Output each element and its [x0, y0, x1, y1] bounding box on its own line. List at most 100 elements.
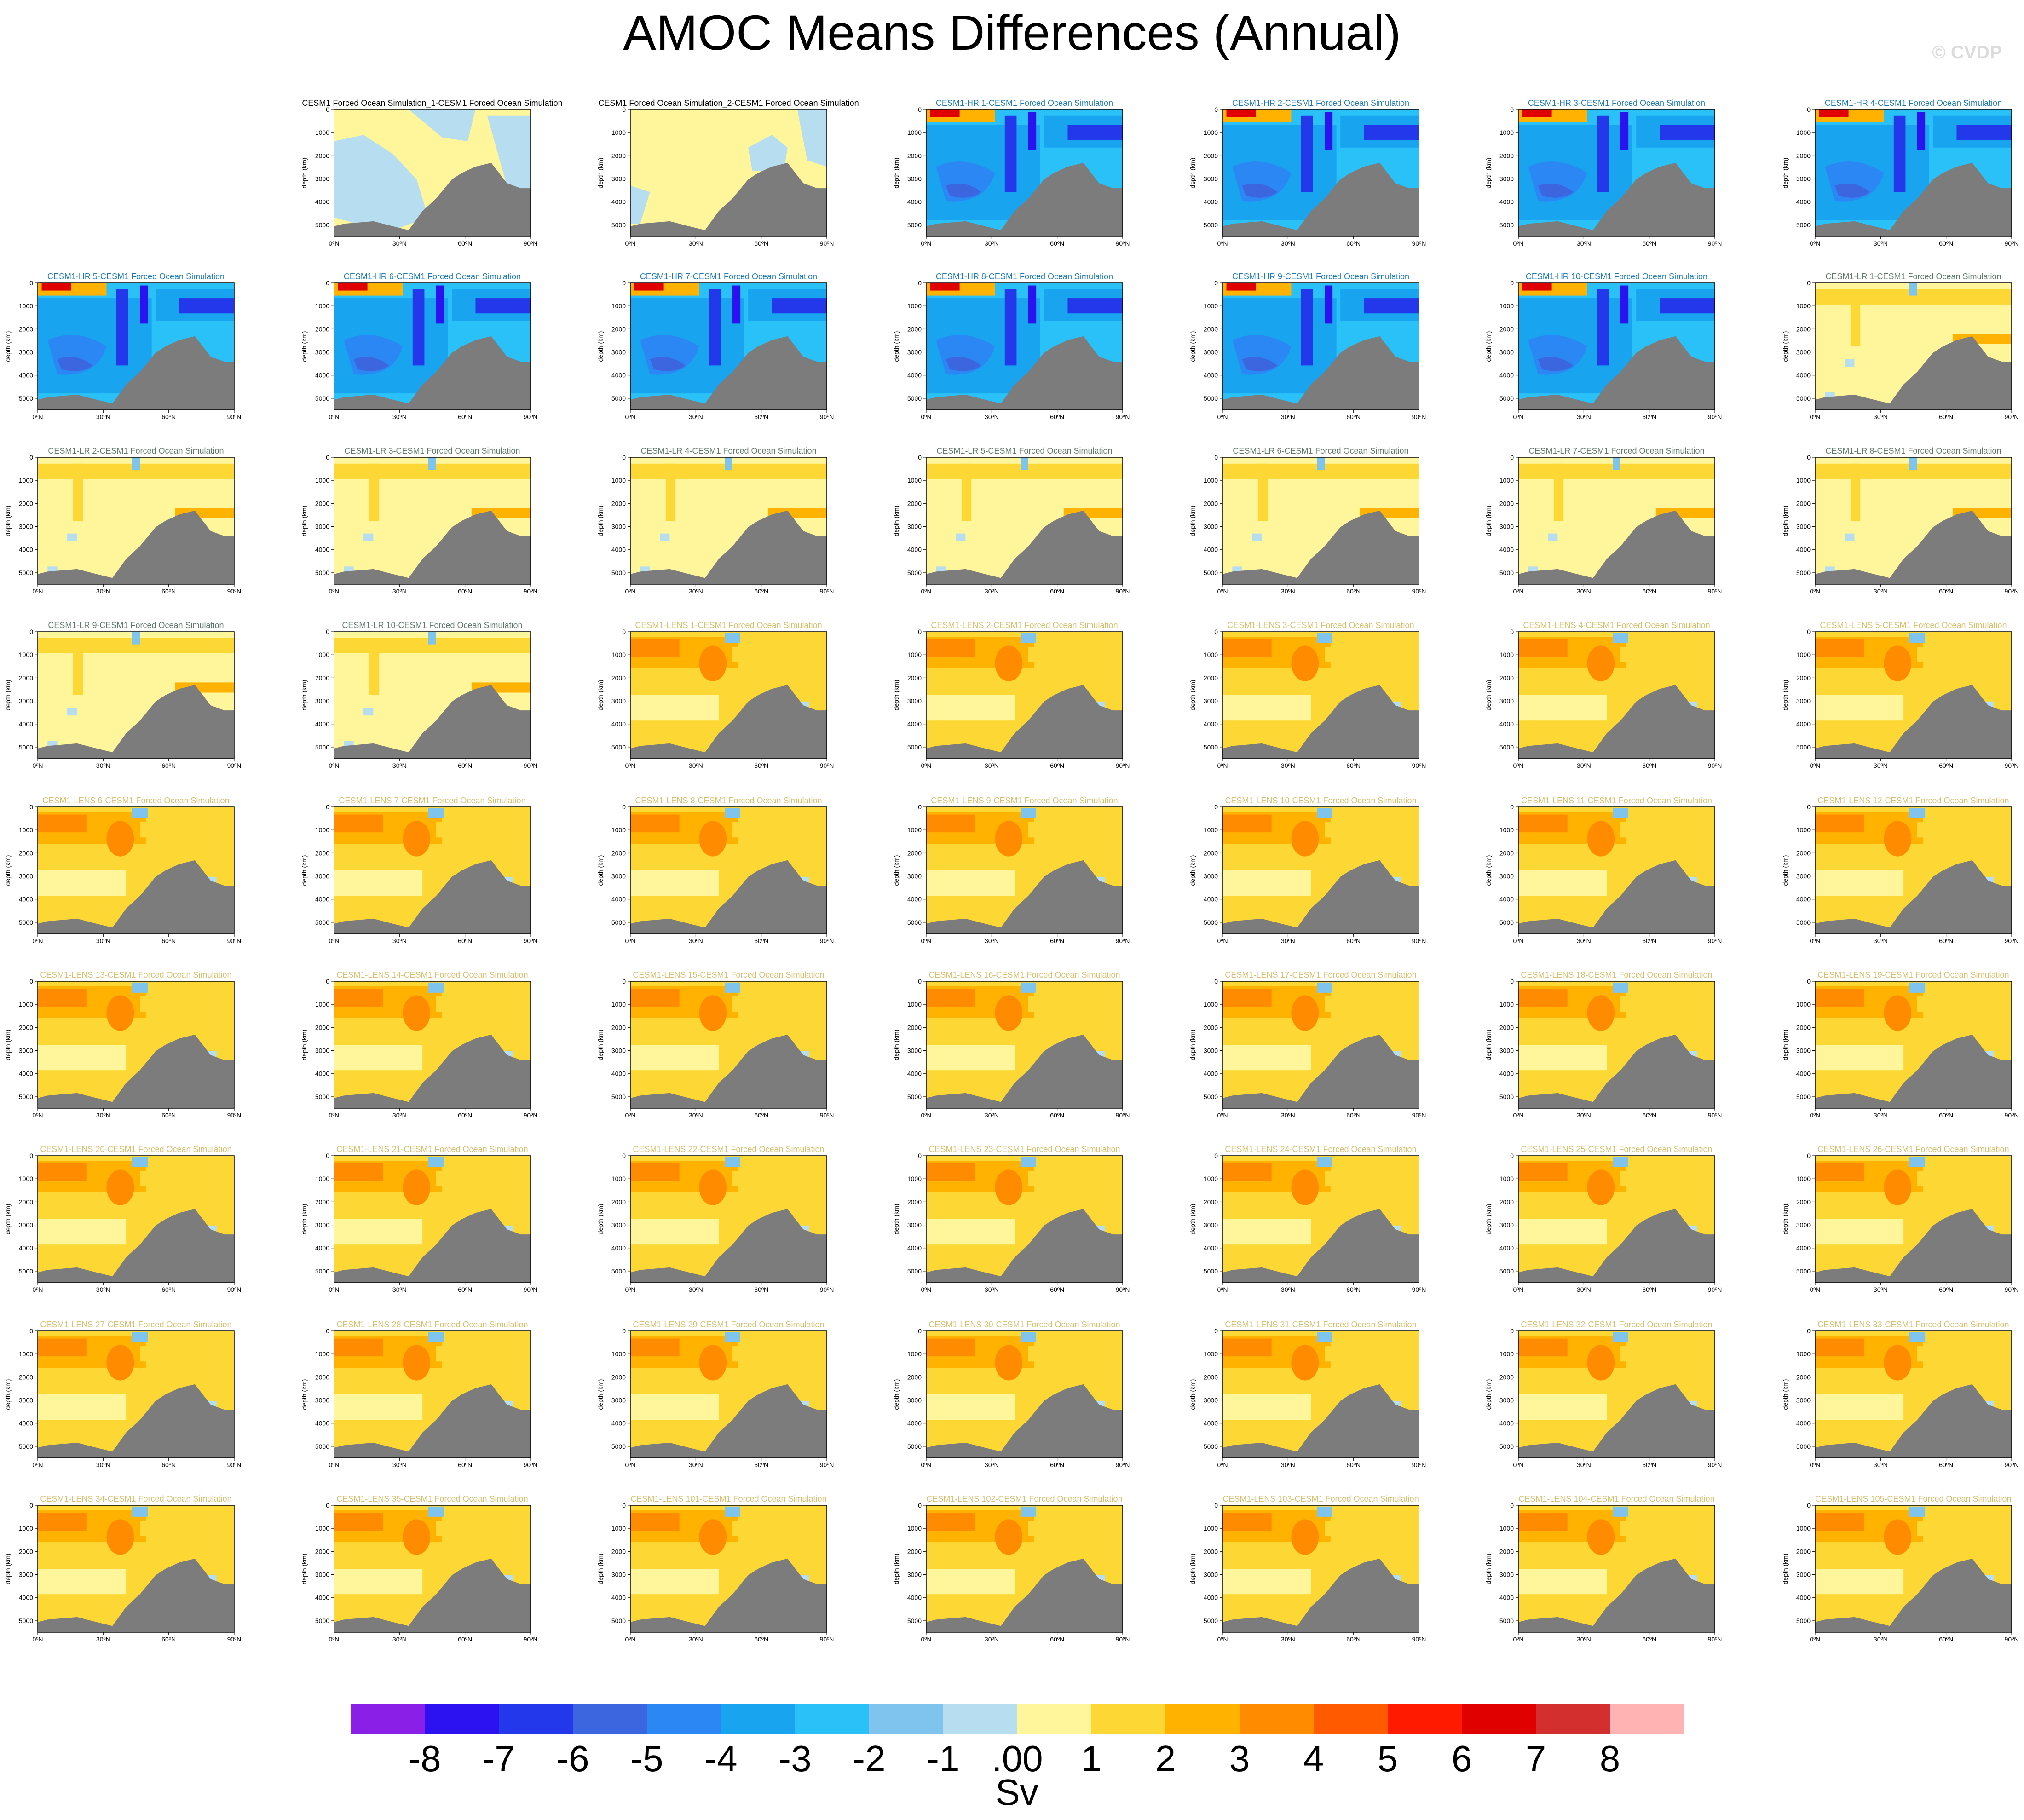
bathymetry	[1815, 1384, 2012, 1458]
bathymetry	[1518, 1384, 1715, 1458]
x-tick-label: 60ºN	[1050, 1636, 1064, 1643]
y-axis-label: depth (km)	[1782, 1030, 1789, 1060]
y-tick-label: 3000	[611, 873, 626, 880]
y-tick-label: 0	[1510, 978, 1514, 985]
y-tick-label: 3000	[1499, 175, 1514, 183]
plot-frame	[1518, 109, 1715, 237]
negative-spot	[1020, 633, 1037, 643]
y-tick-label: 3000	[1499, 523, 1514, 530]
panel-title: CESM1-HR 7-CESM1 Forced Ocean Simulation	[640, 272, 817, 281]
y-tick-label: 1000	[19, 1001, 33, 1008]
positive-core	[403, 1169, 431, 1205]
positive-core	[995, 1345, 1023, 1381]
negative-band	[1660, 298, 1715, 314]
bathymetry	[1222, 510, 1419, 584]
y-tick-label: 5000	[1204, 569, 1218, 576]
y-tick-label: 2000	[1499, 1024, 1514, 1031]
bathymetry	[1222, 1384, 1419, 1458]
y-tick-label: 2000	[315, 152, 329, 159]
y-tick-label: 5000	[1499, 1093, 1514, 1100]
y-tick-label: 4000	[907, 896, 922, 903]
x-tick-label: 30ºN	[689, 937, 703, 945]
plot-frame	[926, 631, 1123, 759]
y-tick-label: 2000	[1204, 1198, 1218, 1205]
positive-band	[1028, 996, 1123, 1012]
bathymetry	[334, 1034, 531, 1108]
y-tick-label: 2000	[907, 325, 922, 333]
x-tick-label: 30ºN	[392, 762, 407, 769]
positive-core	[1884, 995, 1912, 1031]
y-tick-label: 5000	[907, 569, 922, 576]
positive-core	[1222, 1513, 1272, 1531]
plot-frame	[630, 1155, 827, 1283]
plot-frame	[37, 1330, 235, 1458]
negative-region	[353, 357, 389, 371]
y-tick-label: 2000	[611, 325, 626, 333]
y-tick-label: 5000	[1204, 1093, 1218, 1100]
positive-band	[1917, 996, 2012, 1012]
panel-title: CESM1-LENS 6-CESM1 Forced Ocean Simulati…	[42, 796, 229, 805]
y-tick-label: 2000	[1499, 1548, 1514, 1555]
positive-band	[436, 1346, 531, 1362]
plot-frame	[1815, 981, 2012, 1109]
y-tick-label: 0	[326, 279, 329, 287]
positive-surface-core	[1522, 109, 1552, 117]
y-tick-label: 1000	[1204, 826, 1218, 834]
bathymetry	[1222, 1034, 1419, 1108]
amoc-panel: 0ºN 30ºN 60ºN 90ºN 0 1000 2000 3000 4000 5000 dept…	[4, 970, 241, 1119]
y-tick-label: 4000	[1796, 896, 1811, 903]
positive-band	[732, 1521, 827, 1536]
amoc-panel: 0ºN 30ºN 60ºN 90ºN 0 1000 2000 3000 4000 5000 dept…	[1485, 970, 1722, 1119]
panel-title: CESM1-LENS 15-CESM1 Forced Ocean Simulat…	[633, 970, 824, 979]
y-tick-label: 1000	[19, 826, 33, 834]
x-tick-label: 90ºN	[1116, 1461, 1130, 1469]
y-tick-label: 3000	[1796, 873, 1811, 880]
y-axis-label: depth (km)	[4, 506, 12, 536]
plot-frame	[334, 631, 531, 759]
weak-positive-region	[1815, 1045, 1904, 1071]
amoc-panel: 0ºN 30ºN 60ºN 90ºN 0 1000 2000 3000 4000 5000 dept…	[1485, 1320, 1722, 1469]
y-axis-label: depth (km)	[1485, 1554, 1492, 1584]
y-axis-label: depth (km)	[1189, 1554, 1196, 1584]
colorbar-box	[1165, 1704, 1240, 1734]
positive-core	[1815, 639, 1864, 657]
panel-title: CESM1-LR 4-CESM1 Forced Ocean Simulation	[640, 446, 816, 455]
x-tick-label: 0ºN	[1217, 1112, 1228, 1119]
x-tick-label: 30ºN	[1577, 413, 1591, 420]
y-tick-label: 3000	[907, 175, 922, 183]
panel-title: CESM1-LENS 23-CESM1 Forced Ocean Simulat…	[928, 1145, 1120, 1154]
positive-band	[1028, 1346, 1123, 1362]
y-tick-label: 0	[622, 1327, 626, 1335]
weak-positive-region	[1518, 695, 1607, 721]
amoc-panel: 0ºN 30ºN 60ºN 90ºN 0 1000 2000 3000 4000 5000 dept…	[1189, 98, 1426, 247]
plot-frame	[926, 282, 1123, 410]
y-tick-label: 1000	[315, 651, 329, 658]
y-tick-label: 3000	[611, 523, 626, 530]
x-tick-label: 60ºN	[1050, 413, 1064, 420]
x-tick-label: 60ºN	[1050, 1461, 1064, 1469]
y-tick-label: 0	[1807, 1502, 1811, 1509]
x-tick-label: 0ºN	[921, 1112, 931, 1119]
x-tick-label: 30ºN	[689, 1112, 703, 1119]
y-axis-label: depth (km)	[1485, 680, 1492, 711]
y-tick-label: 2000	[1204, 325, 1218, 333]
negative-spot	[1612, 1157, 1629, 1167]
positive-core	[926, 814, 975, 833]
amoc-panel: 0ºN 30ºN 60ºN 90ºN 0 1000 2000 3000 4000 5000 dept…	[300, 1494, 537, 1643]
x-tick-label: 30ºN	[96, 587, 110, 595]
positive-surface-core	[338, 283, 368, 291]
x-tick-label: 30ºN	[1874, 587, 1888, 595]
amoc-panel: 0ºN 30ºN 60ºN 90ºN 0 1000 2000 3000 4000 5000 dept…	[597, 1494, 834, 1643]
positive-band	[1325, 1346, 1419, 1362]
positive-band	[1325, 996, 1419, 1012]
plot-frame	[630, 109, 827, 237]
colorbar-tick-label: 7	[1526, 1738, 1546, 1779]
positive-surface-core	[41, 283, 71, 291]
y-tick-label: 1000	[19, 1350, 33, 1358]
bathymetry	[38, 1034, 234, 1108]
positive-core	[1222, 1163, 1272, 1181]
plot-frame	[1222, 109, 1419, 237]
y-tick-label: 4000	[1204, 1594, 1218, 1601]
x-tick-label: 60ºN	[1346, 1286, 1361, 1293]
y-tick-label: 0	[1807, 106, 1811, 113]
